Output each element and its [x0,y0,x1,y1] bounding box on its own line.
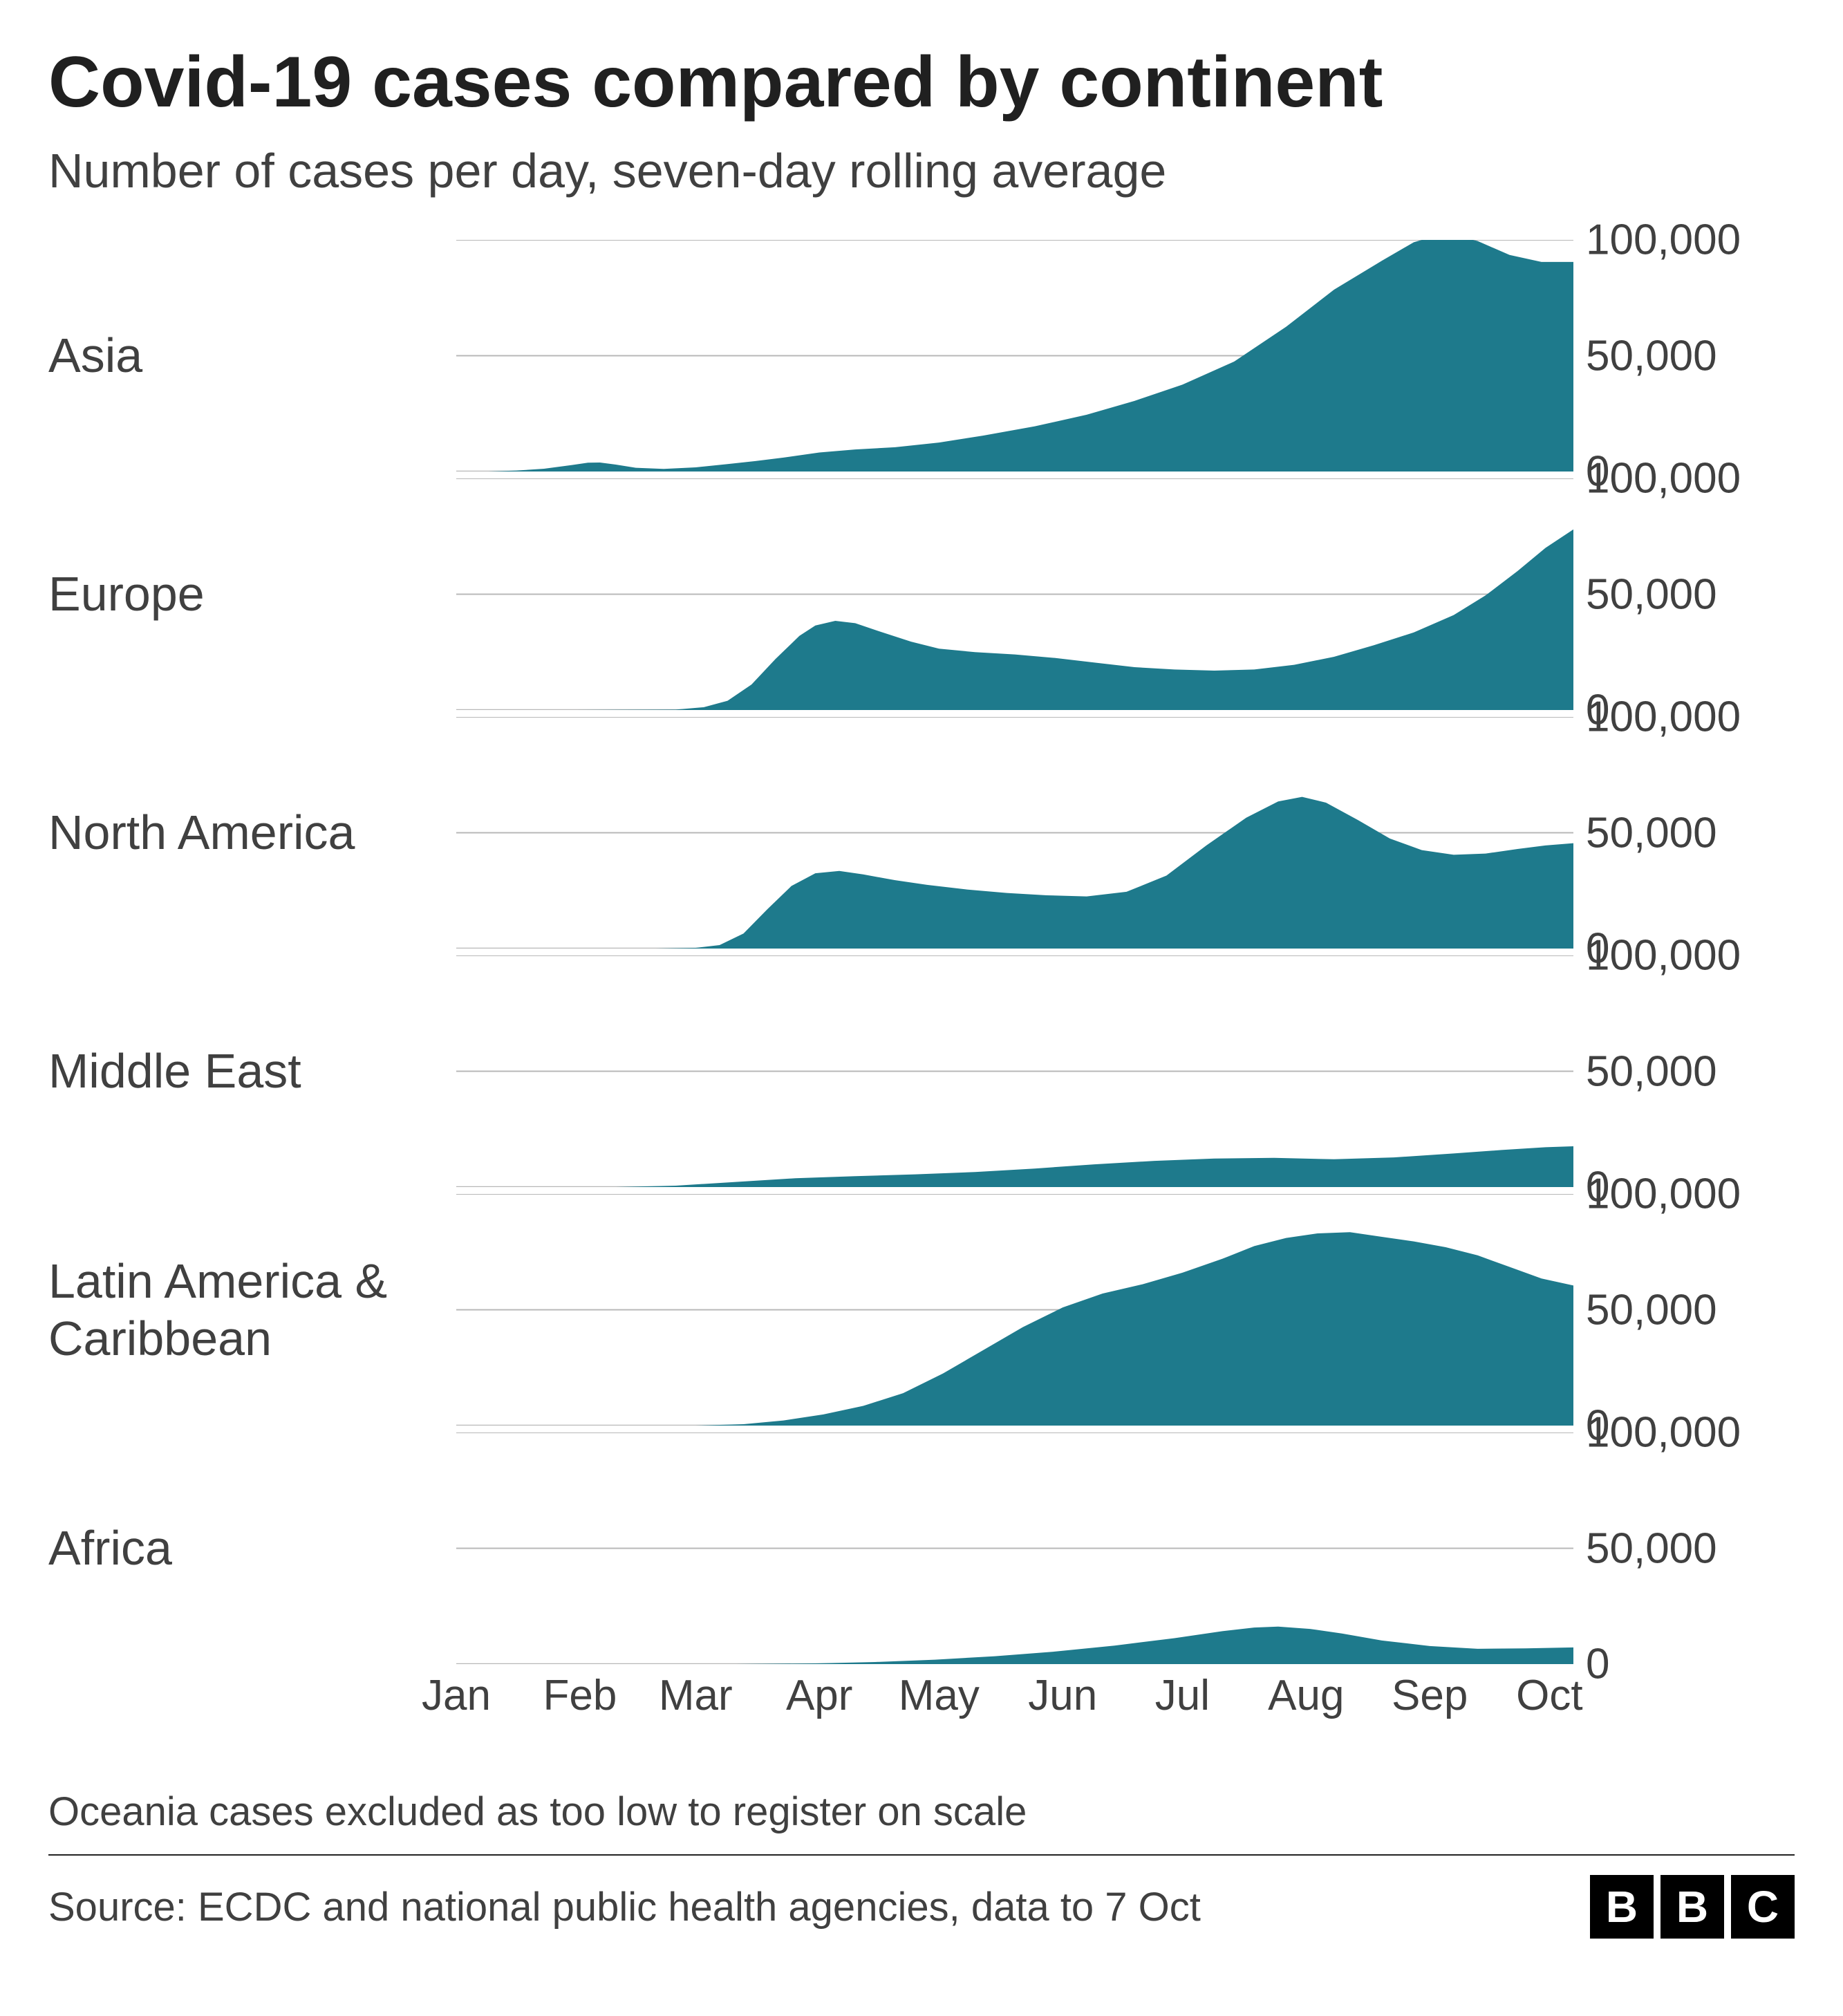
x-tick-label: Jun [1028,1671,1097,1720]
chart-footer: Source: ECDC and national public health … [48,1854,1795,1939]
panel-row: Middle East 050,000100,000 [48,955,1795,1187]
panel-chart [456,1194,1573,1426]
y-tick-label: 100,000 [1586,216,1741,265]
x-tick-label: Sep [1392,1671,1468,1720]
y-tick-label: 50,000 [1586,1285,1717,1334]
x-tick-label: May [899,1671,980,1720]
panel-row: Africa 050,000100,000 [48,1432,1795,1664]
y-tick-label: 50,000 [1586,570,1717,619]
panel-label: Africa [48,1432,456,1664]
x-tick-label: Mar [659,1671,733,1720]
panel-y-axis: 050,000100,000 [1573,478,1795,710]
panel-chart [456,717,1573,949]
chart-subtitle: Number of cases per day, seven-day rolli… [48,143,1795,198]
panel-label: Latin America & Caribbean [48,1194,456,1426]
y-tick-label: 100,000 [1586,931,1741,980]
panel-label: Middle East [48,955,456,1187]
y-tick-label: 100,000 [1586,1408,1741,1457]
chart-source: Source: ECDC and national public health … [48,1884,1201,1930]
panel-row: North America 050,000100,000 [48,717,1795,949]
panel-label: North America [48,717,456,949]
panel-y-axis: 050,000100,000 [1573,1194,1795,1426]
x-tick-label: Apr [786,1671,852,1720]
chart-panels: Asia050,000100,000Europe050,000100,000No… [48,240,1795,1664]
panel-y-axis: 050,000100,000 [1573,955,1795,1187]
y-tick-label: 100,000 [1586,1170,1741,1219]
panel-chart [456,240,1573,472]
y-tick-label: 50,000 [1586,1524,1717,1573]
bbc-logo-letter: C [1731,1875,1795,1939]
x-tick-label: Jan [422,1671,491,1720]
x-axis-labels: JanFebMarAprMayJunJulAugSepOct [456,1671,1573,1733]
bbc-logo-letter: B [1590,1875,1654,1939]
panel-chart [456,1432,1573,1664]
panel-row: Europe 050,000100,000 [48,478,1795,710]
chart-container: Covid-19 cases compared by continent Num… [0,0,1843,1966]
panel-chart [456,478,1573,710]
x-axis-row: Jan Feb Mar Apr May Jun Jul Aug Sep Oct [48,1671,1795,1733]
x-tick-label: Oct [1516,1671,1582,1720]
y-tick-label: 0 [1586,1640,1609,1689]
chart-title: Covid-19 cases compared by continent [48,41,1795,124]
y-tick-label: 100,000 [1586,454,1741,503]
panel-y-axis: 050,000100,000 [1573,1432,1795,1664]
y-tick-label: 100,000 [1586,693,1741,742]
bbc-logo: BBC [1590,1875,1795,1939]
y-tick-label: 50,000 [1586,331,1717,380]
x-tick-label: Aug [1268,1671,1344,1720]
y-tick-label: 50,000 [1586,1047,1717,1096]
y-tick-label: 50,000 [1586,808,1717,857]
panel-y-axis: 050,000100,000 [1573,240,1795,472]
panel-label: Europe [48,478,456,710]
panel-chart [456,955,1573,1187]
panel-label: Asia [48,240,456,472]
x-tick-label: Jul [1155,1671,1210,1720]
panel-row: Latin America & Caribbean 050,000100,000 [48,1194,1795,1426]
x-tick-label: Feb [543,1671,617,1720]
panel-y-axis: 050,000100,000 [1573,717,1795,949]
panel-row: Asia 050,000100,000 [48,240,1795,472]
bbc-logo-letter: B [1660,1875,1724,1939]
chart-note: Oceania cases excluded as too low to reg… [48,1789,1795,1835]
